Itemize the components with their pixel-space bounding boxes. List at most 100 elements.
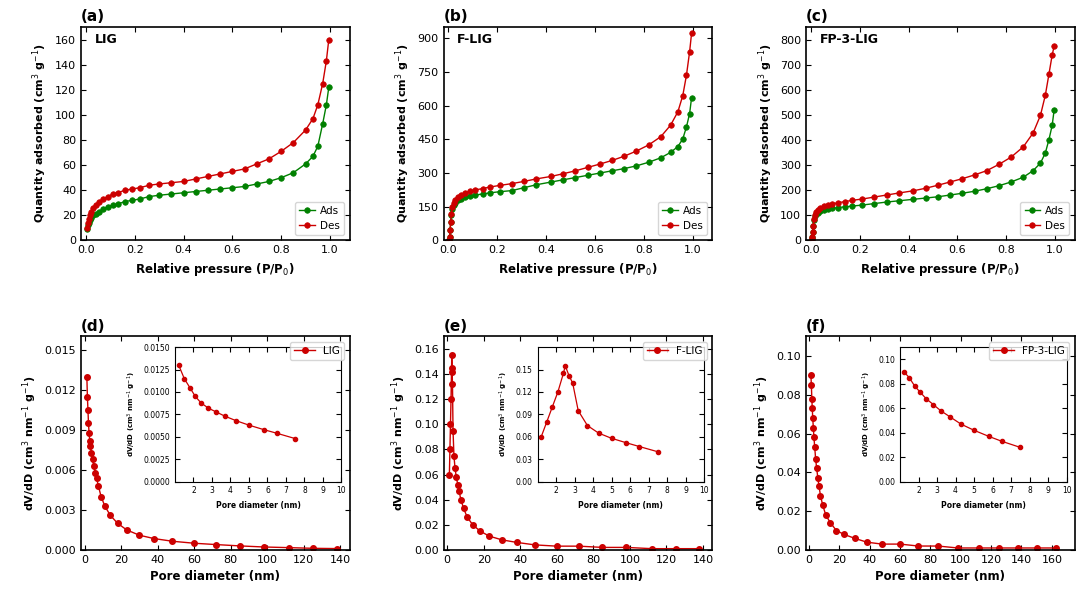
- Text: (c): (c): [806, 10, 828, 25]
- Des: [311, 102, 324, 109]
- Text: (e): (e): [444, 319, 468, 334]
- LIG: [90, 474, 103, 481]
- Ads: [251, 180, 264, 188]
- F-LIG: [453, 487, 465, 495]
- Des: [808, 216, 821, 223]
- Ads: [868, 200, 881, 207]
- Des: [447, 199, 460, 206]
- Des: [93, 198, 106, 205]
- Des: [484, 183, 497, 191]
- LIG: [233, 542, 246, 549]
- F-LIG: [510, 538, 523, 546]
- FP-3-LIG: [1012, 545, 1025, 552]
- F-LIG: [692, 545, 705, 552]
- FP-3-LIG: [814, 492, 827, 499]
- Des: [1004, 153, 1017, 160]
- Des: [821, 201, 834, 209]
- Ads: [981, 185, 994, 192]
- FP-3-LIG: [972, 545, 985, 552]
- Des: [993, 161, 1005, 168]
- Des: [956, 175, 969, 182]
- Ads: [680, 123, 693, 130]
- Des: [606, 157, 619, 164]
- FP-3-LIG: [951, 545, 964, 552]
- Des: [274, 148, 287, 155]
- Des: [1027, 129, 1040, 136]
- Des: [1048, 43, 1061, 50]
- FP-3-LIG: [1030, 545, 1043, 552]
- Ads: [1004, 178, 1017, 186]
- Des: [505, 180, 518, 188]
- Des: [684, 48, 697, 55]
- Line: Ads: Ads: [446, 95, 694, 243]
- F-LIG: [445, 395, 458, 403]
- Des: [806, 234, 819, 241]
- Ads: [102, 203, 114, 210]
- Des: [672, 108, 685, 115]
- Des: [449, 196, 462, 203]
- Des: [944, 178, 957, 186]
- Ads: [855, 201, 868, 209]
- Legend: Ads, Des: Ads, Des: [1021, 202, 1069, 235]
- Ads: [455, 195, 468, 203]
- Des: [111, 189, 124, 197]
- Ads: [202, 187, 215, 194]
- LIG: [166, 538, 179, 545]
- Des: [1039, 92, 1052, 99]
- LIG: [133, 532, 146, 539]
- Ads: [813, 208, 826, 215]
- Des: [102, 193, 114, 200]
- Des: [451, 194, 464, 201]
- Ads: [606, 167, 619, 174]
- F-LIG: [669, 545, 681, 552]
- Des: [1042, 70, 1055, 78]
- Ads: [476, 191, 489, 198]
- Des: [443, 236, 456, 243]
- Ads: [530, 181, 543, 188]
- Ads: [517, 184, 530, 191]
- Des: [125, 185, 138, 192]
- F-LIG: [596, 544, 609, 551]
- F-LIG: [457, 505, 470, 512]
- LIG: [98, 502, 111, 510]
- Des: [968, 171, 981, 178]
- F-LIG: [646, 545, 659, 552]
- Y-axis label: dV/dD (cm$^{3}$ nm$^{-1}$ g$^{-1}$): dV/dD (cm$^{3}$ nm$^{-1}$ g$^{-1}$): [753, 376, 771, 511]
- Ads: [1017, 174, 1030, 181]
- LIG: [80, 373, 93, 380]
- Des: [287, 139, 300, 146]
- Ads: [806, 229, 819, 236]
- Ads: [214, 185, 227, 192]
- FP-3-LIG: [809, 455, 822, 462]
- Ads: [826, 205, 839, 212]
- LIG: [188, 540, 201, 547]
- Des: [96, 195, 109, 203]
- Des: [630, 147, 643, 154]
- Ads: [274, 174, 287, 182]
- F-LIG: [446, 427, 459, 435]
- Ads: [643, 159, 656, 166]
- Text: (b): (b): [444, 10, 468, 25]
- Des: [226, 168, 239, 175]
- Des: [90, 202, 103, 209]
- LIG: [81, 393, 94, 400]
- Ads: [311, 142, 324, 150]
- Ads: [451, 197, 464, 204]
- Text: FP-3-LIG: FP-3-LIG: [820, 34, 878, 46]
- Ads: [287, 169, 300, 176]
- Des: [262, 155, 275, 162]
- Ads: [593, 169, 606, 177]
- FP-3-LIG: [810, 465, 823, 472]
- Ads: [443, 233, 456, 240]
- Des: [931, 182, 944, 189]
- Ads: [968, 188, 981, 195]
- Des: [868, 194, 881, 201]
- F-LIG: [483, 532, 496, 540]
- Des: [811, 206, 824, 213]
- FP-3-LIG: [1050, 545, 1063, 552]
- FP-3-LIG: [805, 382, 818, 389]
- Des: [81, 219, 94, 227]
- LIG: [87, 462, 100, 469]
- FP-3-LIG: [811, 475, 824, 482]
- Des: [444, 219, 457, 226]
